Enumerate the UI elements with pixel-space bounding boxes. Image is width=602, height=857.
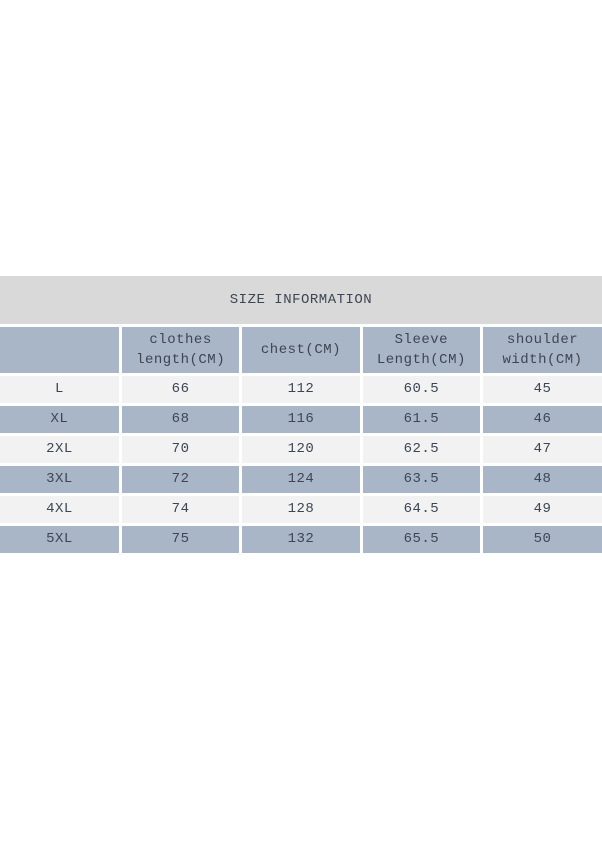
value-cell: 120 <box>239 433 363 466</box>
value-cell: 62.5 <box>359 433 484 466</box>
value-cell: 75 <box>118 523 243 555</box>
table-row-xl: XL 68 116 61.5 46 <box>0 403 602 436</box>
value-cell: 124 <box>239 463 363 496</box>
table-row-l: L 66 112 60.5 45 <box>0 373 602 406</box>
size-cell: 2XL <box>0 433 122 466</box>
value-cell: 61.5 <box>359 403 484 436</box>
value-cell: 45 <box>480 373 602 406</box>
value-cell: 68 <box>118 403 243 436</box>
value-cell: 60.5 <box>359 373 484 406</box>
column-header-sleeve-length: Sleeve Length(CM) <box>359 324 484 376</box>
value-cell: 64.5 <box>359 493 484 526</box>
column-header-shoulder-width: shoulder width(CM) <box>480 324 602 376</box>
title-row: SIZE INFORMATION <box>0 274 602 327</box>
size-cell: 4XL <box>0 493 122 526</box>
size-cell: XL <box>0 403 122 436</box>
size-cell: 5XL <box>0 523 122 555</box>
value-cell: 63.5 <box>359 463 484 496</box>
table-title: SIZE INFORMATION <box>0 274 602 327</box>
value-cell: 74 <box>118 493 243 526</box>
value-cell: 66 <box>118 373 243 406</box>
value-cell: 46 <box>480 403 602 436</box>
table-row-4xl: 4XL 74 128 64.5 49 <box>0 493 602 526</box>
value-cell: 48 <box>480 463 602 496</box>
column-header-chest: chest(CM) <box>239 324 363 376</box>
value-cell: 47 <box>480 433 602 466</box>
value-cell: 112 <box>239 373 363 406</box>
table-row-3xl: 3XL 72 124 63.5 48 <box>0 463 602 496</box>
value-cell: 72 <box>118 463 243 496</box>
size-cell: 3XL <box>0 463 122 496</box>
value-cell: 70 <box>118 433 243 466</box>
value-cell: 50 <box>480 523 602 555</box>
value-cell: 65.5 <box>359 523 484 555</box>
value-cell: 128 <box>239 493 363 526</box>
size-information-table: SIZE INFORMATION clothes length(CM) ches… <box>0 274 602 555</box>
value-cell: 116 <box>239 403 363 436</box>
table-row-5xl: 5XL 75 132 65.5 50 <box>0 523 602 555</box>
header-row: clothes length(CM) chest(CM) Sleeve Leng… <box>0 324 602 376</box>
size-cell: L <box>0 373 122 406</box>
value-cell: 132 <box>239 523 363 555</box>
value-cell: 49 <box>480 493 602 526</box>
table-row-2xl: 2XL 70 120 62.5 47 <box>0 433 602 466</box>
column-header-clothes-length: clothes length(CM) <box>118 324 243 376</box>
column-header-size <box>0 324 122 376</box>
